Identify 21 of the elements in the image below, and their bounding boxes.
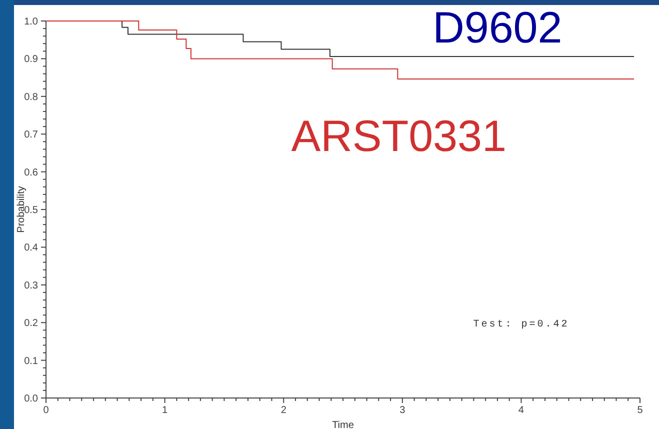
y-tick-label: 0.2 xyxy=(24,318,38,330)
y-tick-label: 0.3 xyxy=(24,280,38,292)
x-tick-label: 2 xyxy=(280,405,287,416)
y-tick-label: 0.7 xyxy=(24,130,38,141)
y-tick-label: 0.0 xyxy=(24,394,38,404)
x-tick-label: 0 xyxy=(43,405,50,416)
x-tick-label: 3 xyxy=(400,405,406,416)
y-tick-label: 0.6 xyxy=(24,167,38,178)
series-label: ARST0331 xyxy=(291,112,506,162)
x-axis-title: Time xyxy=(332,420,354,429)
x-tick-label: 1 xyxy=(162,405,168,416)
y-tick-label: 0.1 xyxy=(24,356,38,367)
y-tick-label: 0.8 xyxy=(24,92,38,103)
annotation: Test: p=0.42 xyxy=(473,319,570,330)
y-tick-label: 1.0 xyxy=(24,16,38,28)
y-tick-label: 0.4 xyxy=(24,242,38,254)
x-tick-label: 4 xyxy=(518,405,524,416)
series-label: D9602 xyxy=(432,3,562,52)
y-tick-label: 0.9 xyxy=(24,54,38,66)
y-tick-label: 0.5 xyxy=(24,205,38,216)
x-tick-label: 5 xyxy=(637,405,644,416)
